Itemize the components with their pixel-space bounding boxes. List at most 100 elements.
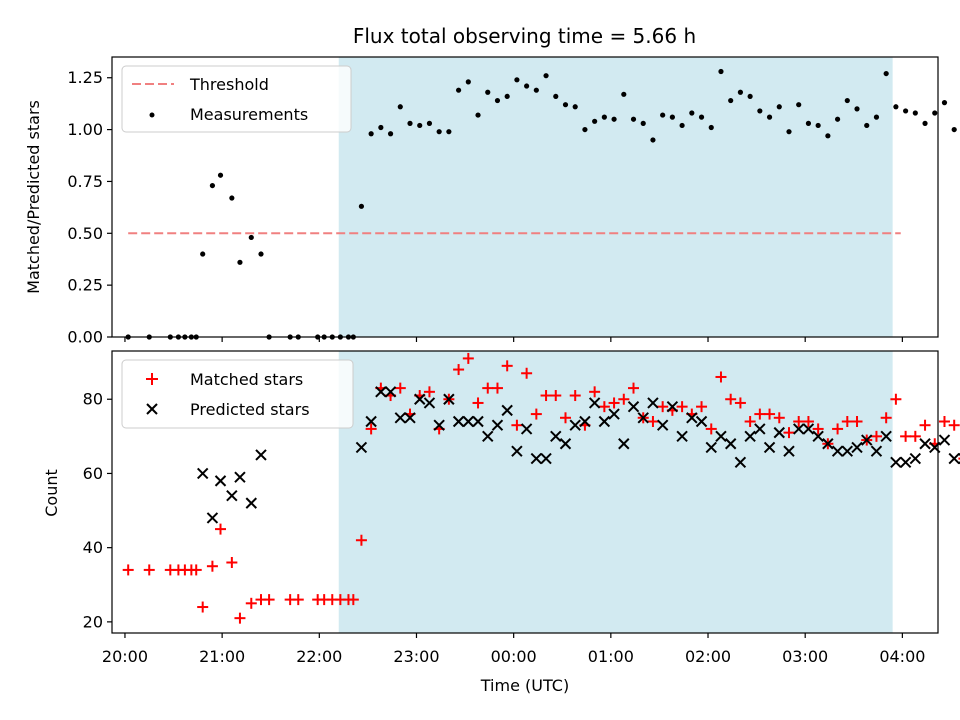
- predicted-star-point: [196, 467, 209, 480]
- predicted-star-point: [559, 438, 572, 450]
- predicted-star-point: [744, 430, 756, 443]
- measurement-points: [125, 68, 957, 340]
- bottom-x-ticks: 20:00 21:00 22:00 23:00 00:00 01:00 02:00 03:00…: [102, 633, 925, 666]
- matched-star-point: [705, 423, 717, 435]
- measurement-point: [708, 124, 714, 131]
- matched-star-point: [628, 382, 640, 394]
- measurement-point: [248, 234, 254, 241]
- bottom-y-ticks: 20 40 60 80: [83, 390, 112, 631]
- y-tick-label: 1.00: [67, 120, 103, 139]
- measurement-point: [805, 120, 812, 126]
- matched-star-point: [292, 594, 304, 606]
- bottom-y-axis-label: Count: [42, 469, 61, 517]
- measurement-point: [679, 122, 685, 129]
- top-y-ticks: 0.00 0.25 0.50 0.75 1.00 1.25: [67, 68, 112, 347]
- matched-star-point: [764, 408, 776, 420]
- predicted-star-point: [705, 441, 717, 454]
- predicted-star-point: [812, 430, 824, 443]
- predicted-star-point: [472, 415, 484, 428]
- measurement-point: [941, 100, 948, 106]
- predicted-star-point: [501, 404, 513, 417]
- predicted-star-point: [579, 415, 591, 428]
- measurement-point: [718, 68, 724, 75]
- measurement-point: [562, 102, 569, 108]
- bottom-panel: 20 40 60 80 20:00 21:00 22:00 23:00 00:00 01:00 0…: [42, 350, 960, 695]
- matched-star-point: [715, 371, 727, 383]
- predicted-star-point: [245, 497, 257, 509]
- measurement-point: [553, 93, 559, 100]
- measurement-point: [951, 126, 957, 133]
- measurement-point: [932, 110, 938, 116]
- measurement-point: [582, 126, 588, 133]
- measurement-point: [660, 112, 666, 118]
- x-tick-label: 20:00: [102, 647, 148, 666]
- predicted-star-point: [234, 471, 246, 483]
- predicted-star-point: [822, 438, 834, 450]
- matched-star-point: [832, 423, 844, 435]
- predicted-star-point: [676, 430, 688, 443]
- measurement-point: [524, 83, 530, 89]
- observing-window-shade-bottom: [338, 351, 893, 633]
- predicted-star-point: [255, 449, 267, 461]
- matched-star-point: [190, 564, 202, 576]
- measurement-point: [465, 79, 471, 85]
- predicted-star-point: [608, 408, 620, 420]
- predicted-star-point: [880, 430, 892, 443]
- legend-threshold-label: Threshold: [189, 75, 269, 94]
- predicted-star-point: [793, 423, 805, 435]
- predicted-star-point: [598, 415, 611, 428]
- predicted-star-point: [433, 419, 445, 431]
- matched-star-point: [618, 393, 630, 405]
- matched-star-point: [812, 423, 824, 435]
- bottom-legend-box: [121, 359, 354, 429]
- measurement-point: [766, 114, 773, 120]
- matched-star-point: [870, 430, 882, 442]
- measurement-point: [407, 120, 413, 126]
- x-tick-label: 22:00: [296, 647, 342, 666]
- matched-star-point: [793, 416, 805, 427]
- matched-star-point: [206, 560, 218, 572]
- measurement-point: [217, 172, 224, 178]
- matched-star-point: [569, 390, 581, 402]
- predicted-star-point: [647, 397, 659, 409]
- measurement-point: [258, 251, 264, 257]
- matched-star-point: [234, 612, 246, 624]
- measurement-point: [669, 114, 675, 120]
- measurement-point: [893, 104, 899, 110]
- predicted-star-point: [656, 419, 669, 431]
- measurement-point: [229, 195, 235, 201]
- predicted-star-point: [919, 438, 931, 450]
- measurement-point: [368, 131, 374, 137]
- matched-star-point: [143, 564, 155, 576]
- observing-window-shade-top: [338, 57, 893, 337]
- matched-star-point: [472, 397, 484, 409]
- measurement-point: [864, 122, 870, 129]
- matched-star-point: [657, 401, 669, 413]
- matched-star-point: [608, 397, 620, 409]
- measurement-point: [237, 259, 243, 265]
- matched-star-point: [453, 364, 465, 376]
- matched-star-point: [909, 430, 921, 442]
- x-tick-label: 04:00: [879, 647, 925, 666]
- matched-star-point: [491, 382, 503, 394]
- measurement-point: [572, 104, 578, 110]
- y-tick-label: 20: [83, 612, 103, 631]
- predicted-star-point: [588, 397, 601, 409]
- measurement-point: [200, 251, 206, 257]
- matched-star-point: [245, 597, 257, 609]
- measurement-point: [504, 93, 510, 100]
- predicted-star-point: [715, 430, 727, 443]
- top-x-ticks: [124, 337, 903, 342]
- matched-star-point: [482, 382, 494, 394]
- predicted-star-point: [831, 445, 844, 457]
- measurement-point: [640, 120, 646, 126]
- y-tick-label: 1.25: [67, 68, 103, 87]
- y-tick-label: 0.25: [67, 276, 103, 295]
- measurement-point: [912, 110, 918, 116]
- chart-title: Flux total observing time = 5.66 h: [353, 24, 696, 48]
- measurement-point: [728, 97, 734, 104]
- measurement-point: [436, 129, 442, 135]
- predicted-star-point: [226, 490, 238, 502]
- measurement-point: [514, 77, 520, 83]
